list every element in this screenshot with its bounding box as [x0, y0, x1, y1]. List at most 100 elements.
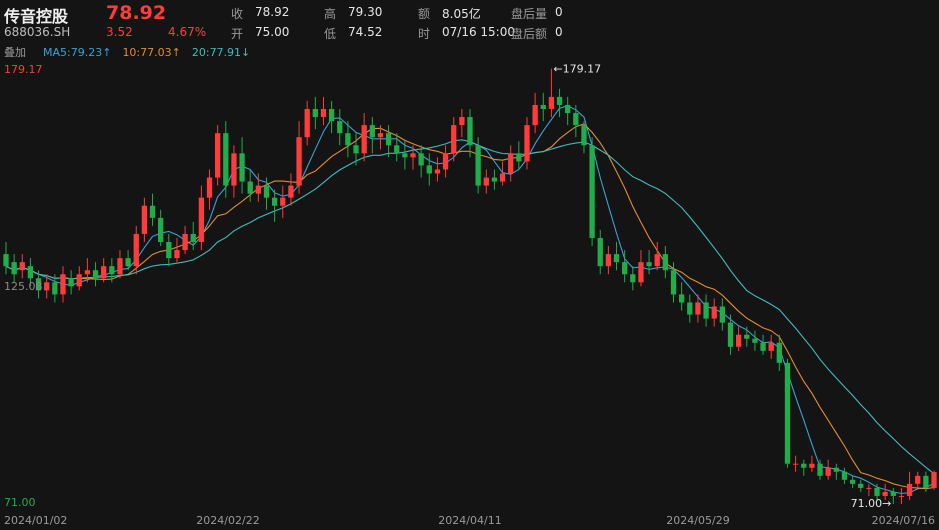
candle: [923, 471, 929, 492]
candle: [385, 125, 392, 158]
candle: [711, 298, 717, 327]
y-mid-label: 125.08: [4, 280, 43, 293]
candle-body: [874, 487, 880, 496]
x-tick-label: 2024/05/29: [666, 514, 729, 527]
candle: [768, 334, 774, 359]
candle: [418, 145, 424, 178]
candle: [516, 141, 522, 170]
candle: [817, 459, 823, 480]
close-value: 78.92: [255, 5, 290, 19]
candle-body: [394, 145, 400, 154]
candle-body: [540, 104, 546, 109]
candle: [345, 121, 351, 158]
candle-body: [361, 125, 367, 154]
candle-body: [133, 233, 139, 267]
x-tick-label: 2024/02/22: [196, 514, 259, 527]
candle-body: [719, 306, 725, 323]
candle: [540, 92, 546, 122]
ma5-line: [5, 105, 935, 495]
candle: [190, 221, 196, 251]
candle-body: [174, 250, 180, 259]
candle-body: [109, 266, 115, 275]
candle: [19, 254, 25, 279]
candle-body: [328, 108, 335, 122]
candle-body: [662, 254, 669, 271]
candle: [882, 483, 888, 500]
candle-body: [125, 258, 131, 267]
candle: [52, 274, 58, 303]
candle: [426, 153, 432, 186]
moving-averages: [5, 105, 935, 495]
candle: [231, 145, 237, 198]
candle: [239, 137, 245, 194]
candle: [223, 121, 229, 198]
candle-body: [760, 342, 766, 351]
candle: [524, 117, 530, 170]
candle: [752, 330, 758, 351]
candle-body: [532, 104, 538, 126]
after-hours-volume-label: 盘后量: [511, 7, 548, 21]
candle-body: [288, 185, 294, 198]
candle-body: [451, 125, 457, 154]
candle-body: [182, 233, 188, 251]
candle-body: [670, 270, 677, 295]
candle-body: [711, 306, 717, 319]
ma-legend: 叠加 MA5:79.23↑ 10:77.03↑ 20:77.91↓: [4, 44, 250, 60]
candle: [565, 96, 571, 126]
candle-body: [11, 262, 17, 275]
candle: [451, 117, 457, 162]
candle-body: [556, 96, 563, 105]
candle: [467, 108, 473, 158]
candle: [532, 92, 538, 134]
candle-body: [565, 104, 571, 114]
candle: [198, 185, 205, 251]
candle-body: [44, 282, 50, 291]
candle: [149, 193, 156, 226]
overlay-button[interactable]: 叠加: [4, 46, 26, 59]
candle-body: [833, 467, 839, 472]
candle-body: [223, 133, 229, 186]
candle-body: [27, 266, 34, 279]
price-change: 3.52: [106, 25, 133, 39]
candle: [353, 133, 359, 166]
candle: [60, 266, 66, 303]
candle-body: [581, 125, 587, 146]
candle: [280, 185, 286, 218]
high-label: 高: [324, 7, 337, 21]
candle: [638, 250, 644, 287]
candle-body: [467, 117, 473, 146]
candle-body: [320, 108, 327, 118]
candle: [377, 125, 384, 150]
candlestick-chart[interactable]: 179.17 125.08 71.00 ←179.17 71.00→ 2024/01/02…: [0, 60, 939, 530]
candle: [662, 246, 669, 279]
high-value: 79.30: [348, 5, 383, 19]
candle-body: [312, 108, 318, 118]
candle: [719, 298, 725, 331]
candle: [304, 100, 310, 146]
candle-body: [52, 282, 58, 295]
candle-body: [524, 125, 530, 162]
candle: [442, 145, 449, 178]
candle-body: [687, 302, 693, 315]
candle: [133, 225, 139, 275]
candle: [833, 463, 839, 480]
time-value: 07/16 15:00: [442, 25, 515, 39]
candle-body: [849, 479, 856, 484]
candle-body: [744, 334, 750, 339]
candle-body: [695, 302, 701, 315]
candle: [687, 294, 693, 323]
candle: [410, 145, 416, 170]
low-label: 低: [324, 27, 337, 41]
candle-body: [735, 334, 742, 347]
candle-body: [817, 463, 823, 476]
candle: [727, 314, 734, 355]
x-tick-label: 2024/04/11: [438, 514, 501, 527]
candle: [44, 274, 50, 299]
ma20-line: [5, 139, 935, 475]
x-tick-label: 2024/07/16: [872, 514, 935, 527]
candle-body: [622, 262, 628, 275]
candle: [906, 471, 913, 500]
candle-body: [573, 113, 579, 126]
candle-body: [76, 274, 82, 287]
candle-body: [353, 145, 359, 154]
